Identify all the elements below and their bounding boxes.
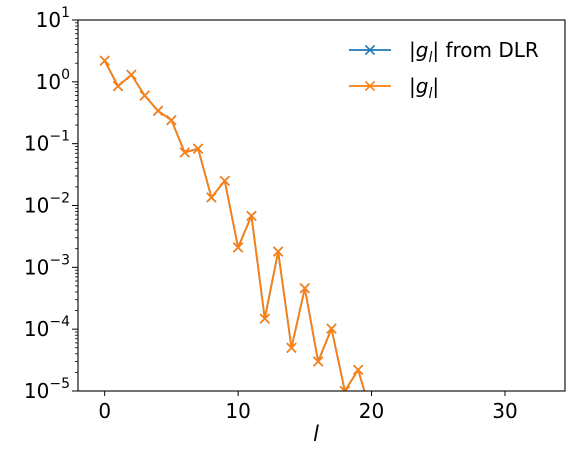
data-point bbox=[339, 385, 351, 391]
legend-prefix: | bbox=[409, 38, 416, 62]
legend-symbol: g bbox=[416, 38, 429, 62]
data-point bbox=[192, 143, 204, 154]
y-tick-exponent: −4 bbox=[49, 314, 70, 330]
y-tick-label: 10−3 bbox=[24, 252, 70, 279]
data-point bbox=[299, 283, 310, 294]
x-tick-label: 20 bbox=[359, 399, 384, 423]
data-point bbox=[112, 81, 124, 92]
legend-subscript: l bbox=[428, 86, 432, 102]
series-layer bbox=[99, 55, 366, 391]
x-tick-label: 10 bbox=[225, 399, 250, 423]
y-tick-exponent: 1 bbox=[61, 5, 70, 21]
data-point bbox=[353, 364, 364, 375]
data-point bbox=[179, 147, 190, 158]
y-tick-label: 100 bbox=[36, 67, 70, 94]
x-axis-label: l bbox=[313, 422, 319, 446]
y-tick-base: 10 bbox=[24, 317, 49, 341]
legend-suffix: | from DLR bbox=[432, 38, 539, 62]
x-axis: 0 10 20 30 bbox=[98, 391, 518, 423]
y-tick-label: 10−4 bbox=[24, 314, 70, 341]
legend-suffix: | bbox=[432, 74, 439, 98]
data-point bbox=[312, 356, 324, 367]
legend-label: |gl| from DLR bbox=[409, 38, 539, 66]
legend: |gl| from DLR|gl| bbox=[349, 38, 539, 102]
data-point bbox=[272, 246, 284, 257]
y-tick-exponent: −1 bbox=[49, 129, 70, 145]
y-tick-base: 10 bbox=[24, 132, 49, 156]
y-tick-label: 10−5 bbox=[24, 376, 70, 403]
legend-marker bbox=[364, 80, 376, 92]
x-tick-label: 0 bbox=[98, 399, 111, 423]
y-tick-exponent: −3 bbox=[49, 252, 70, 268]
data-point bbox=[286, 342, 297, 353]
y-tick-base: 10 bbox=[24, 255, 49, 279]
data-point bbox=[246, 210, 257, 222]
y-tick-label: 101 bbox=[36, 5, 70, 32]
y-tick-exponent: 0 bbox=[61, 67, 70, 83]
data-point bbox=[206, 192, 217, 203]
y-tick-base: 10 bbox=[36, 70, 61, 94]
legend-entry-0: |gl| from DLR bbox=[349, 38, 539, 66]
data-point bbox=[232, 242, 244, 253]
y-tick-base: 10 bbox=[24, 194, 49, 218]
data-point bbox=[152, 105, 164, 116]
legend-marker bbox=[364, 44, 376, 56]
data-point bbox=[99, 55, 110, 66]
x-tick-label: 30 bbox=[492, 399, 517, 423]
legend-subscript: l bbox=[428, 50, 432, 66]
series-1 bbox=[99, 55, 366, 391]
legend-symbol: g bbox=[416, 74, 429, 98]
legend-label: |gl| bbox=[409, 74, 439, 102]
data-point bbox=[219, 175, 230, 187]
data-point bbox=[139, 90, 150, 101]
y-tick-base: 10 bbox=[24, 379, 49, 403]
data-point bbox=[126, 69, 137, 80]
data-point bbox=[259, 313, 270, 324]
y-tick-base: 10 bbox=[36, 8, 61, 32]
legend-entry-1: |gl| bbox=[349, 74, 439, 102]
y-tick-exponent: −2 bbox=[49, 191, 70, 207]
y-tick-label: 10−1 bbox=[24, 129, 70, 156]
y-tick-exponent: −5 bbox=[49, 376, 70, 392]
data-point bbox=[166, 114, 177, 126]
y-tick-label: 10−2 bbox=[24, 191, 70, 218]
legend-prefix: | bbox=[409, 74, 416, 98]
data-point bbox=[326, 323, 337, 334]
